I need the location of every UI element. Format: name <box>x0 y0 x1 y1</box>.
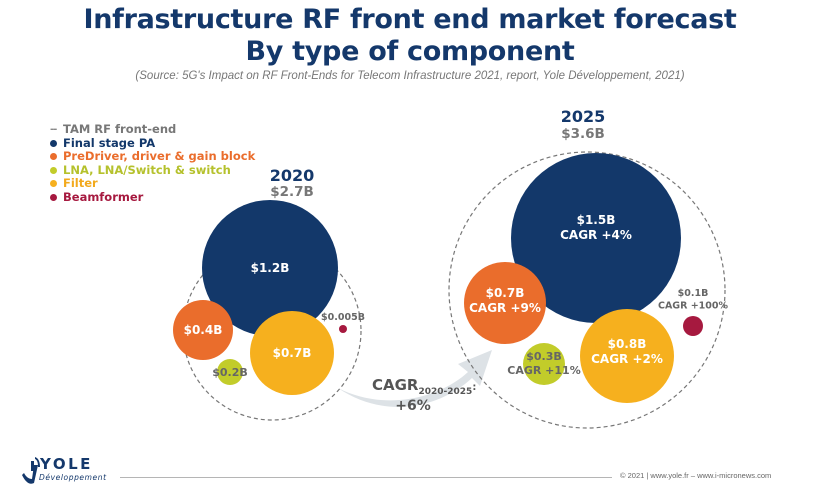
legend: -- TAM RF front-end Final stage PA PreDr… <box>50 122 256 205</box>
bubble-2020-predriver-driver-gain-block <box>173 300 233 360</box>
overall-cagr-value: +6% <box>395 398 431 414</box>
dot-icon <box>50 180 57 188</box>
legend-item-predriver: PreDriver, driver & gain block <box>50 149 256 164</box>
legend-label: LNA, LNA/Switch & switch <box>63 162 231 177</box>
data-label-2025-lna-lna-switch-switch: $0.3B CAGR +11% <box>507 350 580 377</box>
dot-icon <box>50 166 57 174</box>
dot-icon <box>50 193 57 201</box>
legend-item-final-stage-pa: Final stage PA <box>50 135 255 151</box>
growth-arrow <box>338 350 492 407</box>
data-label-2025-predriver-driver-gain-block: $0.7B CAGR +9% <box>469 286 541 315</box>
tam-circle-2025 <box>448 151 726 429</box>
cagr-period: 2020-2025 <box>418 387 472 397</box>
data-label-2020-lna-lna-switch-switch: $0.2B <box>212 366 248 379</box>
cagr-colon: : <box>472 382 476 393</box>
logo-subtitle: Développement <box>39 473 107 482</box>
bubble-2025-beamformer <box>683 316 703 336</box>
data-label-2025-beamformer: $0.1B CAGR +100% <box>658 288 729 312</box>
legend-label: Beamformer <box>63 189 144 204</box>
footer-divider <box>120 477 612 478</box>
overall-cagr-label: CAGR2020-2025: <box>372 376 476 397</box>
chart-source: (Source: 5G's Impact on RF Front-Ends fo… <box>135 70 685 82</box>
cagr-word: CAGR <box>372 376 419 394</box>
legend-label: Final stage PA <box>63 135 156 150</box>
bubble-2025-filter <box>580 309 674 403</box>
chart-title-line2: By type of component <box>245 36 575 67</box>
total-label-2020: $2.7B <box>270 184 314 200</box>
data-label-2020-final-stage-pa: $1.2B <box>251 261 290 275</box>
year-label-2020: 2020 <box>270 166 315 185</box>
bubble-2020-lna-lna-switch-switch <box>217 359 243 385</box>
footer-copyright: © 2021 | www.yole.fr – www.i-micronews.c… <box>620 471 772 480</box>
logo-name: YOLE <box>40 455 93 473</box>
bubble-2020-beamformer <box>339 325 347 333</box>
legend-label: TAM RF front-end <box>63 122 177 136</box>
data-label-2020-beamformer: $0.005B <box>321 312 365 323</box>
dot-icon <box>50 139 57 147</box>
data-label-2025-filter: $0.8B CAGR +2% <box>591 337 663 366</box>
year-label-2025: 2025 <box>561 107 606 126</box>
total-label-2025: $3.6B <box>561 126 605 142</box>
legend-item-lna: LNA, LNA/Switch & switch <box>50 162 255 178</box>
bubble-2025-final-stage-pa <box>511 153 681 323</box>
legend-item-tam: -- TAM RF front-end <box>50 122 255 137</box>
bubble-2020-filter <box>250 311 334 395</box>
legend-label: PreDriver, driver & gain block <box>63 149 256 163</box>
data-label-2020-filter: $0.7B <box>273 346 312 360</box>
bubble-2025-lna-lna-switch-switch <box>523 343 565 385</box>
legend-item-beamformer: Beamformer <box>50 189 255 205</box>
chart-title-line1: Infrastructure RF front end market forec… <box>83 4 737 35</box>
data-label-2025-final-stage-pa: $1.5B CAGR +4% <box>560 213 632 242</box>
data-label-2020-predriver-driver-gain-block: $0.4B <box>184 323 223 337</box>
dot-icon <box>50 153 57 161</box>
dashed-line-icon: -- <box>50 124 57 135</box>
legend-label: Filter <box>63 176 98 190</box>
yole-logo-icon <box>22 457 40 484</box>
legend-item-filter: Filter <box>50 176 255 191</box>
bubble-2025-predriver-driver-gain-block <box>464 262 546 344</box>
bubble-2020-final-stage-pa <box>202 200 338 336</box>
tam-circle-2020 <box>182 241 362 421</box>
